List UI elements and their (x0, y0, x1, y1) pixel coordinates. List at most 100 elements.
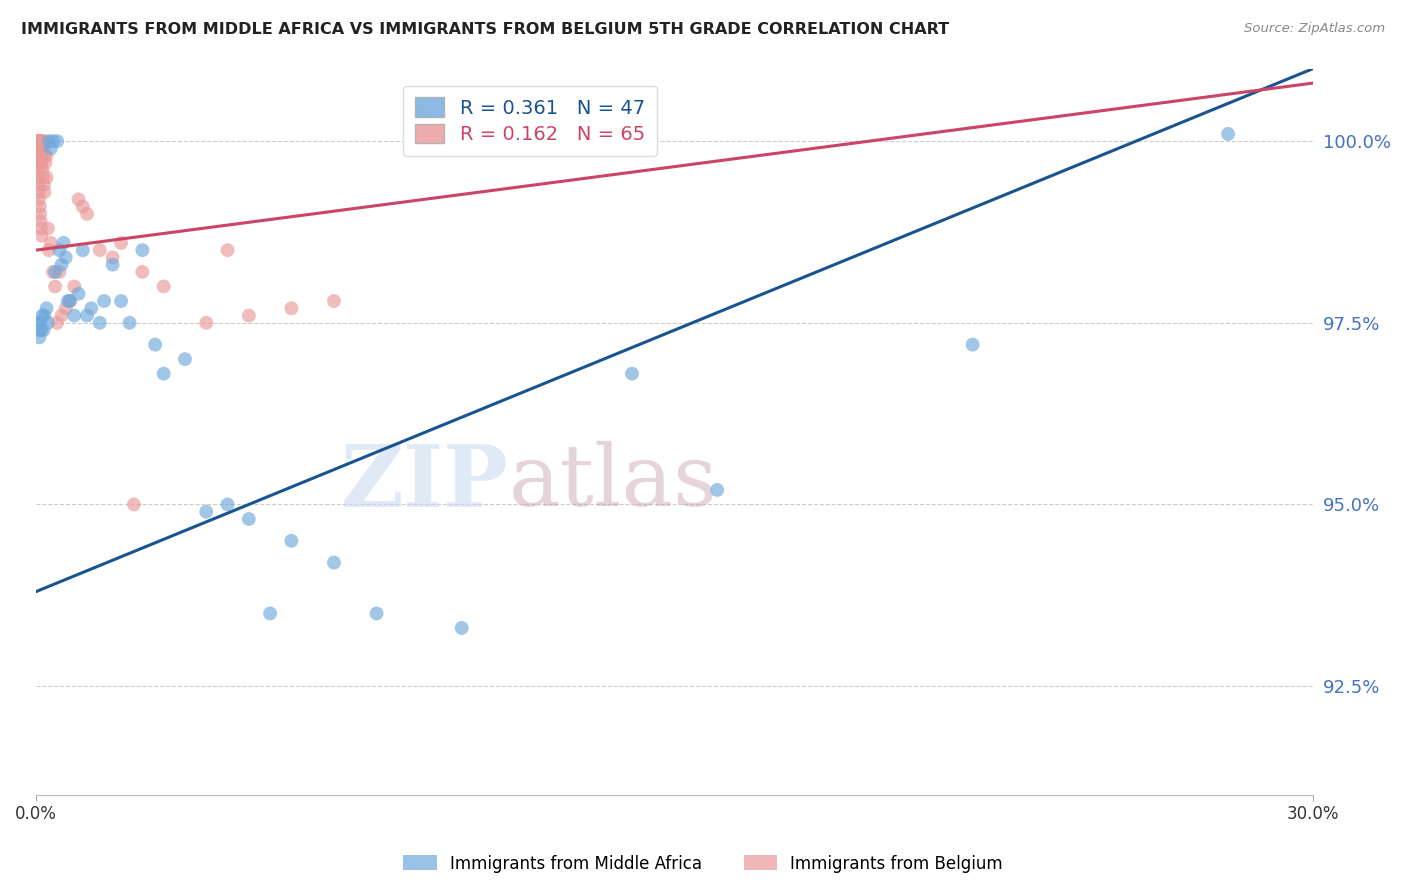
Immigrants from Belgium (30, 134, 52, 148)
Immigrants from Belgium (195, 316, 218, 330)
Immigrants from Middle Africa (131, 243, 153, 257)
Immigrants from Belgium (55, 301, 77, 316)
Immigrants from Middle Africa (280, 533, 302, 548)
Immigrants from Middle Africa (32, 323, 55, 337)
Immigrants from Belgium (30, 134, 52, 148)
Immigrants from Belgium (30, 228, 52, 243)
Immigrants from Belgium (30, 156, 52, 170)
Immigrants from Belgium (30, 149, 52, 163)
Immigrants from Belgium (30, 214, 52, 228)
Legend: Immigrants from Middle Africa, Immigrants from Belgium: Immigrants from Middle Africa, Immigrant… (396, 848, 1010, 880)
Immigrants from Belgium (31, 141, 53, 155)
Immigrants from Belgium (51, 309, 73, 323)
Immigrants from Middle Africa (101, 258, 124, 272)
Immigrants from Belgium (48, 265, 70, 279)
Text: atlas: atlas (509, 441, 717, 524)
Immigrants from Belgium (27, 178, 49, 192)
Immigrants from Middle Africa (195, 505, 218, 519)
Immigrants from Middle Africa (118, 316, 141, 330)
Immigrants from Middle Africa (1216, 127, 1239, 141)
Immigrants from Middle Africa (217, 498, 239, 512)
Immigrants from Belgium (63, 279, 86, 293)
Immigrants from Belgium (28, 134, 51, 148)
Text: ZIP: ZIP (340, 441, 509, 524)
Immigrants from Belgium (46, 316, 69, 330)
Immigrants from Belgium (238, 309, 260, 323)
Immigrants from Belgium (27, 141, 49, 155)
Immigrants from Belgium (76, 207, 98, 221)
Immigrants from Belgium (28, 156, 51, 170)
Immigrants from Belgium (27, 163, 49, 178)
Immigrants from Middle Africa (42, 134, 65, 148)
Immigrants from Belgium (31, 134, 53, 148)
Immigrants from Middle Africa (450, 621, 472, 635)
Legend: R = 0.361   N = 47, R = 0.162   N = 65: R = 0.361 N = 47, R = 0.162 N = 65 (404, 86, 657, 156)
Immigrants from Belgium (32, 141, 55, 155)
Immigrants from Belgium (32, 178, 55, 192)
Immigrants from Belgium (217, 243, 239, 257)
Immigrants from Middle Africa (238, 512, 260, 526)
Text: IMMIGRANTS FROM MIDDLE AFRICA VS IMMIGRANTS FROM BELGIUM 5TH GRADE CORRELATION C: IMMIGRANTS FROM MIDDLE AFRICA VS IMMIGRA… (21, 22, 949, 37)
Immigrants from Belgium (28, 200, 51, 214)
Immigrants from Belgium (31, 134, 53, 148)
Immigrants from Middle Africa (962, 337, 984, 351)
Immigrants from Middle Africa (38, 134, 60, 148)
Immigrants from Middle Africa (39, 141, 62, 155)
Immigrants from Middle Africa (72, 243, 94, 257)
Immigrants from Belgium (323, 293, 346, 308)
Immigrants from Middle Africa (152, 367, 174, 381)
Immigrants from Belgium (28, 149, 51, 163)
Immigrants from Belgium (280, 301, 302, 316)
Immigrants from Middle Africa (46, 134, 69, 148)
Immigrants from Belgium (110, 235, 132, 250)
Immigrants from Middle Africa (52, 235, 75, 250)
Immigrants from Belgium (30, 156, 52, 170)
Immigrants from Belgium (131, 265, 153, 279)
Immigrants from Belgium (27, 134, 49, 148)
Immigrants from Belgium (28, 141, 51, 155)
Immigrants from Belgium (31, 163, 53, 178)
Immigrants from Middle Africa (51, 258, 73, 272)
Immigrants from Middle Africa (28, 323, 51, 337)
Immigrants from Belgium (59, 293, 82, 308)
Immigrants from Belgium (37, 221, 59, 235)
Immigrants from Middle Africa (706, 483, 728, 497)
Immigrants from Middle Africa (28, 316, 51, 330)
Immigrants from Middle Africa (93, 293, 115, 308)
Immigrants from Belgium (27, 134, 49, 148)
Immigrants from Middle Africa (44, 265, 66, 279)
Immigrants from Belgium (32, 134, 55, 148)
Immigrants from Belgium (101, 251, 124, 265)
Immigrants from Middle Africa (174, 352, 197, 367)
Immigrants from Middle Africa (76, 309, 98, 323)
Immigrants from Middle Africa (34, 309, 56, 323)
Immigrants from Belgium (28, 149, 51, 163)
Immigrants from Belgium (38, 243, 60, 257)
Immigrants from Belgium (32, 170, 55, 185)
Immigrants from Middle Africa (59, 293, 82, 308)
Immigrants from Belgium (39, 235, 62, 250)
Immigrants from Belgium (28, 156, 51, 170)
Immigrants from Middle Africa (63, 309, 86, 323)
Immigrants from Belgium (34, 156, 56, 170)
Immigrants from Middle Africa (259, 607, 281, 621)
Immigrants from Middle Africa (30, 316, 52, 330)
Immigrants from Middle Africa (48, 243, 70, 257)
Immigrants from Belgium (30, 149, 52, 163)
Immigrants from Belgium (35, 149, 58, 163)
Immigrants from Belgium (35, 170, 58, 185)
Immigrants from Middle Africa (56, 293, 79, 308)
Immigrants from Middle Africa (28, 330, 51, 344)
Immigrants from Belgium (42, 265, 65, 279)
Immigrants from Belgium (34, 149, 56, 163)
Immigrants from Belgium (30, 207, 52, 221)
Immigrants from Middle Africa (110, 293, 132, 308)
Immigrants from Belgium (122, 498, 145, 512)
Text: Source: ZipAtlas.com: Source: ZipAtlas.com (1244, 22, 1385, 36)
Immigrants from Belgium (152, 279, 174, 293)
Immigrants from Middle Africa (621, 367, 644, 381)
Immigrants from Belgium (27, 170, 49, 185)
Immigrants from Middle Africa (37, 316, 59, 330)
Immigrants from Middle Africa (323, 556, 346, 570)
Immigrants from Belgium (34, 185, 56, 199)
